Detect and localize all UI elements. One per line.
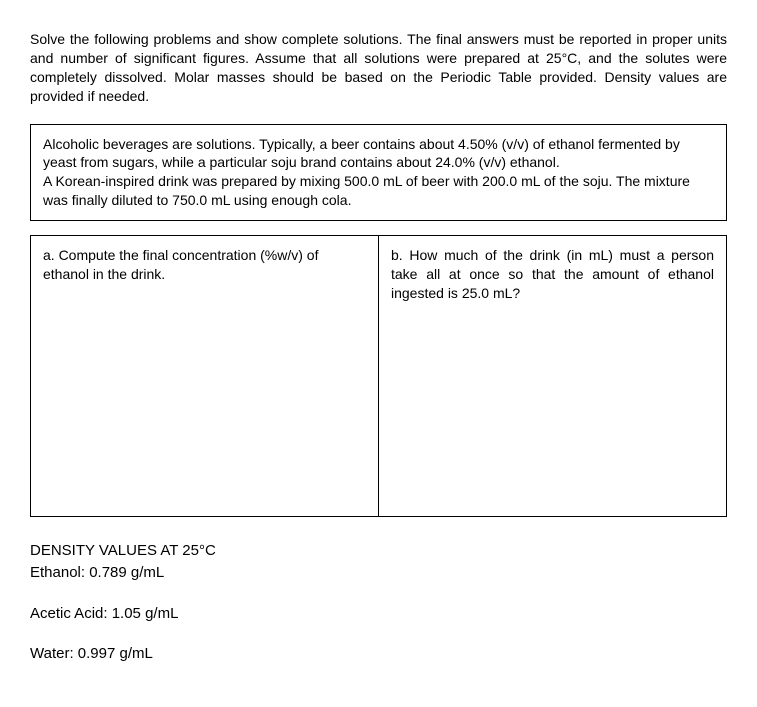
question-b-cell: b. How much of the drink (in mL) must a … <box>379 236 726 516</box>
context-paragraph-2: A Korean-inspired drink was prepared by … <box>43 172 714 210</box>
context-paragraph-1: Alcoholic beverages are solutions. Typic… <box>43 135 714 173</box>
instructions-paragraph: Solve the following problems and show co… <box>30 30 727 106</box>
questions-box: a. Compute the final concentration (%w/v… <box>30 235 727 517</box>
question-a-cell: a. Compute the final concentration (%w/v… <box>31 236 379 516</box>
density-acetic: Acetic Acid: 1.05 g/mL <box>30 604 727 624</box>
question-b-text: b. How much of the drink (in mL) must a … <box>391 246 714 303</box>
density-ethanol: Ethanol: 0.789 g/mL <box>30 563 727 583</box>
density-water: Water: 0.997 g/mL <box>30 644 727 664</box>
density-header: DENSITY VALUES AT 25°C <box>30 541 727 561</box>
question-a-text: a. Compute the final concentration (%w/v… <box>43 246 366 284</box>
problem-context-box: Alcoholic beverages are solutions. Typic… <box>30 124 727 222</box>
